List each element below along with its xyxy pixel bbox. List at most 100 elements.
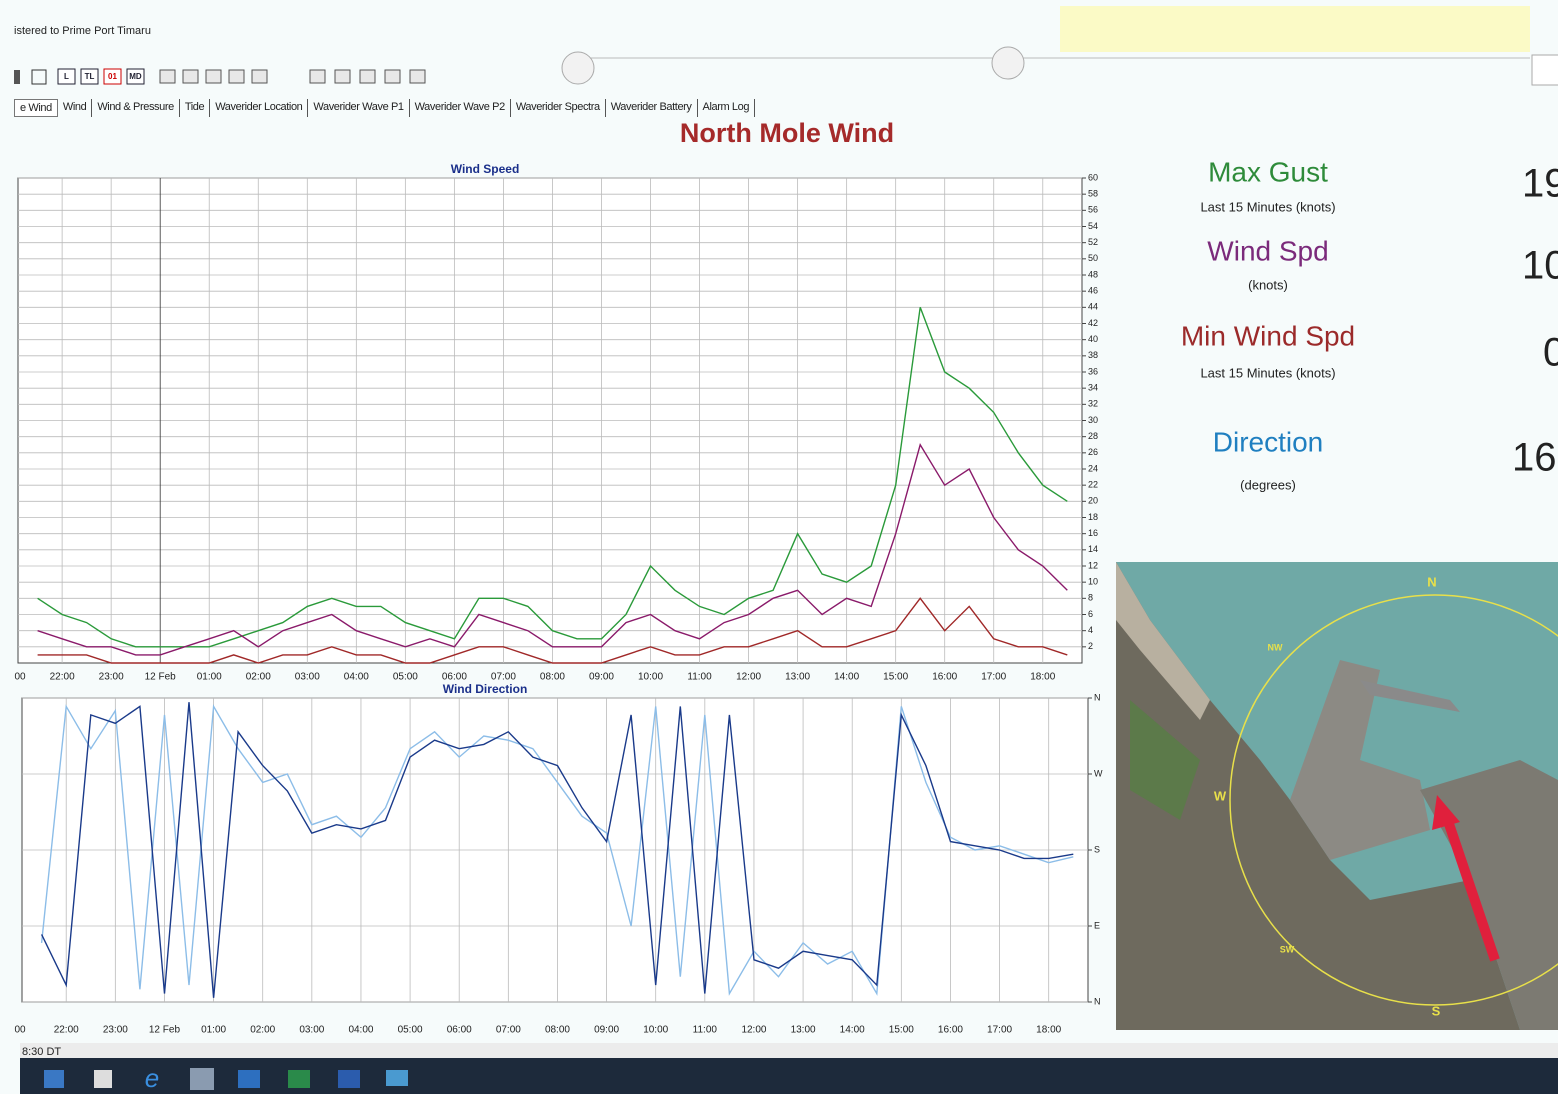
x-tick-label: 23:00 — [103, 1025, 128, 1036]
registration: istered to Prime Port Timaru — [14, 25, 151, 37]
x-tick-label: 03:00 — [299, 1025, 324, 1036]
reading-sublabel: (degrees) — [1240, 477, 1296, 492]
y-tick-label: 34 — [1088, 383, 1098, 393]
y-tick-label: 54 — [1088, 221, 1098, 231]
tool-icon[interactable] — [14, 70, 20, 84]
tool-icon[interactable] — [310, 70, 325, 83]
tool-icon-label: 01 — [108, 72, 117, 81]
y-tick-label: 60 — [1088, 172, 1098, 182]
x-tick-label: 15:00 — [883, 672, 908, 683]
reading-label: Wind Spd — [1207, 235, 1328, 266]
taskbar-icon[interactable] — [44, 1070, 64, 1088]
x-tick-label: 18:00 — [1036, 1025, 1061, 1036]
x-tick-label: 06:00 — [442, 672, 467, 683]
y-tick-label: 6 — [1088, 609, 1093, 619]
tab[interactable]: Tide — [180, 99, 210, 117]
y-tick-label: 40 — [1088, 334, 1098, 344]
tool-icon[interactable] — [32, 70, 46, 84]
tab[interactable]: Waverider Battery — [606, 99, 698, 117]
x-tick-label: 14:00 — [840, 1025, 865, 1036]
x-tick-label: 00 — [14, 672, 26, 683]
readings: Max GustLast 15 Minutes (knots)19Wind Sp… — [1181, 156, 1558, 492]
tab[interactable]: Waverider Spectra — [511, 99, 606, 117]
tool-icon[interactable] — [229, 70, 244, 83]
y-tick-label: 30 — [1088, 415, 1098, 425]
x-tick-label: 01:00 — [197, 672, 222, 683]
screen: istered to Prime Port Timaru LTL01MD Nor… — [0, 0, 1558, 1094]
x-tick-label: 09:00 — [589, 672, 614, 683]
x-tick-label: 16:00 — [932, 672, 957, 683]
y-tick-label: 20 — [1088, 496, 1098, 506]
taskbar-icon[interactable]: e — [145, 1063, 159, 1093]
tool-icon-label: L — [64, 72, 69, 81]
tool-icon[interactable] — [160, 70, 175, 83]
taskbar-icon[interactable] — [238, 1070, 260, 1088]
tab[interactable]: Wind — [58, 99, 92, 117]
reading-value: 0 — [1543, 331, 1558, 375]
taskbar-icon[interactable] — [190, 1068, 214, 1090]
window-button[interactable] — [1532, 55, 1558, 85]
tab[interactable]: Wind & Pressure — [92, 99, 180, 117]
y-tick-label: 8 — [1088, 593, 1093, 603]
x-tick-label: 12:00 — [741, 1025, 766, 1036]
x-tick-label: 12 Feb — [149, 1025, 181, 1036]
taskbar-icon[interactable] — [288, 1070, 310, 1088]
slider-knob[interactable] — [562, 52, 594, 84]
y-tick-label: 32 — [1088, 399, 1098, 409]
tab[interactable]: Waverider Wave P2 — [410, 99, 511, 117]
y-tick-label: E — [1094, 920, 1100, 930]
reading-value: 19 — [1522, 162, 1558, 206]
tab[interactable]: e Wind — [14, 99, 58, 117]
slider-knob[interactable] — [992, 47, 1024, 79]
x-tick-label: 07:00 — [491, 672, 516, 683]
tab[interactable]: Waverider Wave P1 — [308, 99, 409, 117]
x-tick-label: 11:00 — [687, 672, 712, 683]
compass-label: NW — [1268, 642, 1283, 652]
reading-sublabel: Last 15 Minutes (knots) — [1200, 199, 1335, 214]
x-tick-label: 00 — [14, 1025, 26, 1036]
x-tick-label: 14:00 — [834, 672, 859, 683]
x-tick-label: 12 Feb — [145, 672, 177, 683]
y-tick-label: 46 — [1088, 286, 1098, 296]
y-tick-label: 42 — [1088, 318, 1098, 328]
x-tick-label: 16:00 — [938, 1025, 963, 1036]
x-tick-label: 22:00 — [54, 1025, 79, 1036]
y-tick-label: 28 — [1088, 431, 1098, 441]
x-tick-label: 06:00 — [447, 1025, 472, 1036]
taskbar-icon[interactable] — [386, 1070, 408, 1086]
taskbar-icon[interactable] — [94, 1070, 112, 1088]
tool-icon[interactable] — [252, 70, 267, 83]
reading-value: 160 — [1512, 436, 1558, 480]
tab-bar: e WindWindWind & PressureTideWaverider L… — [14, 99, 755, 117]
tool-icon[interactable] — [335, 70, 350, 83]
x-tick-label: 10:00 — [643, 1025, 668, 1036]
y-tick-label: 26 — [1088, 447, 1098, 457]
tool-icon[interactable] — [183, 70, 198, 83]
y-tick-label: 18 — [1088, 512, 1098, 522]
tool-icon[interactable] — [206, 70, 221, 83]
tool-icon-label: TL — [85, 72, 95, 81]
taskbar-icon[interactable] — [338, 1070, 360, 1088]
tool-icon[interactable] — [360, 70, 375, 83]
y-tick-label: 58 — [1088, 189, 1098, 199]
tool-icon-label: MD — [129, 72, 142, 81]
reading-value: 10 — [1522, 244, 1558, 288]
x-tick-label: 02:00 — [250, 1025, 275, 1036]
x-tick-label: 18:00 — [1030, 672, 1055, 683]
compass-label: SW — [1280, 944, 1295, 954]
x-tick-label: 08:00 — [540, 672, 565, 683]
map: NNWWSWS — [1116, 562, 1558, 1030]
tool-icon[interactable] — [410, 70, 425, 83]
tab[interactable]: Waverider Location — [210, 99, 308, 117]
x-tick-label: 12:00 — [736, 672, 761, 683]
x-tick-label: 17:00 — [981, 672, 1006, 683]
tool-icon[interactable] — [385, 70, 400, 83]
compass-label: W — [1214, 788, 1227, 803]
y-tick-label: 12 — [1088, 560, 1098, 570]
y-tick-label: 38 — [1088, 350, 1098, 360]
reading-label: Min Wind Spd — [1181, 320, 1355, 351]
y-tick-label: 4 — [1088, 625, 1093, 635]
y-tick-label: 24 — [1088, 463, 1098, 473]
page: istered to Prime Port Timaru LTL01MD Nor… — [0, 0, 1558, 1094]
tab[interactable]: Alarm Log — [698, 99, 756, 117]
